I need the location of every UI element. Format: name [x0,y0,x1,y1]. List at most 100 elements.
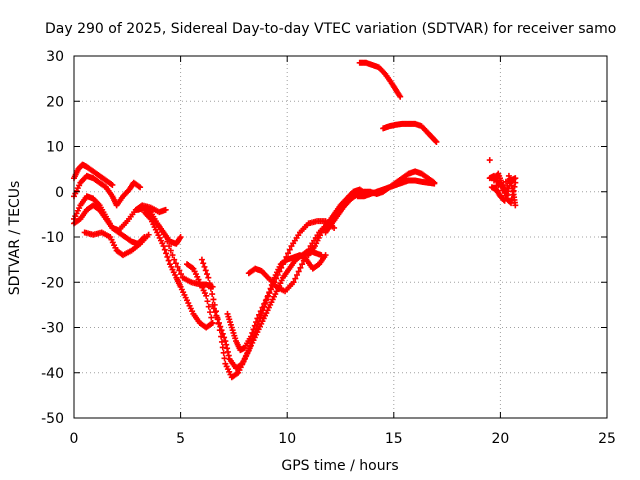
data-point [167,247,174,254]
data-point [261,300,268,307]
series-track-r [380,120,440,145]
data-point [208,314,215,321]
data-point [512,179,519,186]
data-point [200,260,207,267]
data-point [279,261,286,268]
data-point [331,224,338,231]
data-point [207,285,214,292]
data-point [172,260,179,267]
data-point [281,257,288,264]
data-point [508,195,515,202]
data-point [294,272,301,279]
data-point [218,327,225,334]
data-point [224,345,231,352]
y-tick-label: -30 [41,321,64,337]
y-tick-label: -50 [41,411,64,427]
data-point [512,202,519,209]
series-track-o [322,168,438,236]
data-point [214,316,221,323]
grid [74,56,607,418]
data-point [169,252,176,259]
data-point [247,333,254,340]
data-point [161,246,168,253]
data-point [204,271,211,278]
data-point [247,343,254,350]
data-point [486,157,493,164]
data-point [218,338,225,345]
axis-ticks: 0 5 10 15 20 25 -50 -40 -30 -20 -10 0 10 20 30 [41,49,616,447]
data-point [509,191,516,198]
data-point [174,263,181,270]
data-point [223,341,230,348]
data-point [137,184,144,191]
data-point [198,256,205,263]
data-point [162,206,169,213]
series-track-p [354,177,438,200]
data-point [256,311,263,318]
data-point [257,308,264,315]
x-tick-label: 15 [385,431,403,447]
series-track-b [71,172,144,209]
data-point [205,274,212,281]
data-point [210,305,217,312]
data-point [109,181,116,188]
data-point [209,319,216,326]
plot-frame [73,55,608,419]
data-point [219,344,226,351]
data-point [267,286,274,293]
data-point [300,257,307,264]
data-point [164,253,171,260]
series-track-a [71,161,116,188]
data-point [295,268,302,275]
data-point [204,298,211,305]
data-point [262,297,269,304]
data-point [251,322,258,329]
data-point [219,330,226,337]
data-point [163,250,170,257]
data-point [212,309,219,316]
data-point [209,301,216,308]
y-tick-label: -20 [41,275,64,291]
series-track-s [486,157,493,164]
data-point [210,296,217,303]
data-point [506,176,513,183]
data-point [433,138,440,145]
x-tick-label: 5 [176,431,185,447]
y-tick-label: 0 [55,185,64,201]
data-point [510,187,517,194]
data-point [254,315,261,322]
data-point [292,275,299,282]
data-point [220,349,227,356]
series-track-q [356,59,404,100]
data-point [250,326,257,333]
data-point [249,329,256,336]
data-point [266,290,273,297]
data-point [207,309,214,316]
data-point [505,172,512,179]
data-point [397,93,404,100]
data-point [178,271,185,278]
data-points [71,59,519,381]
series-track-d [71,202,148,247]
series-track-h [145,211,216,290]
data-point [511,183,518,190]
data-point [171,256,178,263]
data-point [160,243,167,250]
data-point [259,304,266,311]
data-point [273,275,280,282]
data-point [222,338,229,345]
data-point [276,268,283,275]
data-point [209,291,216,298]
data-point [166,243,173,250]
data-point [165,257,172,264]
series-track-t [486,170,519,209]
x-axis-label: GPS time / hours [281,458,398,474]
series-track-e [81,229,152,259]
x-tick-label: 25 [598,431,616,447]
data-point [431,180,438,187]
data-point [285,250,292,257]
data-point [217,323,224,330]
series-track-i [183,261,216,326]
data-point [286,246,293,253]
data-point [213,312,220,319]
